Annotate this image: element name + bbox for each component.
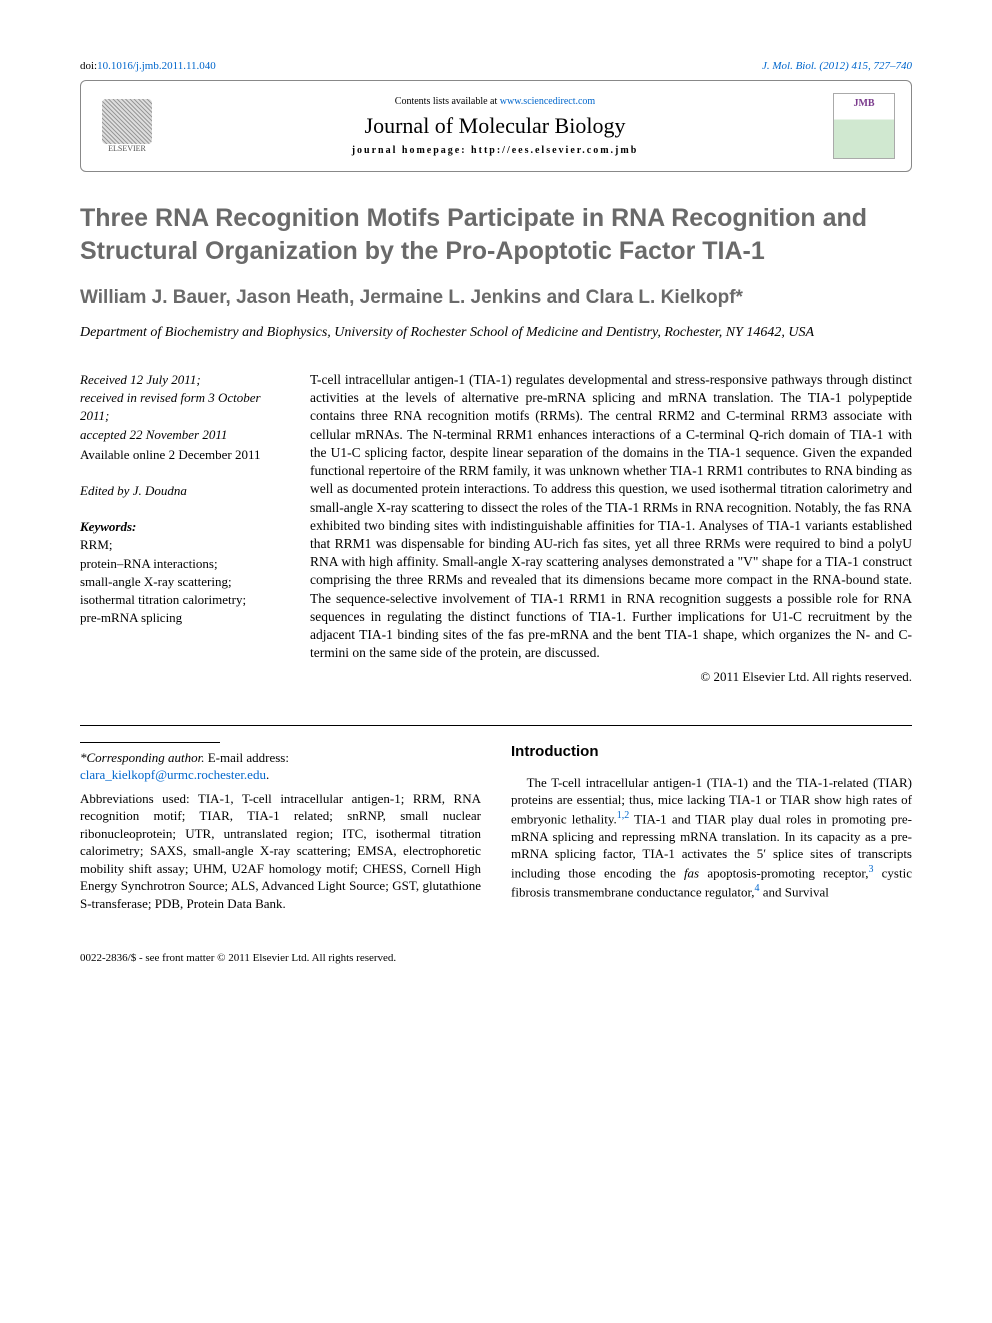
intro-sentence-5: and Survival bbox=[760, 884, 829, 899]
email-label: E-mail address: bbox=[208, 750, 289, 765]
abbreviations-text: TIA-1, T-cell intracellular antigen-1; R… bbox=[80, 791, 481, 911]
copyright-line: © 2011 Elsevier Ltd. All rights reserved… bbox=[80, 669, 912, 685]
journal-reference[interactable]: J. Mol. Biol. (2012) 415, 727–740 bbox=[762, 60, 912, 72]
author-list: William J. Bauer, Jason Heath, Jermaine … bbox=[80, 287, 912, 309]
abstract-text: T-cell intracellular antigen-1 (TIA-1) r… bbox=[310, 371, 912, 663]
page-footer: 0022-2836/$ - see front matter © 2011 El… bbox=[80, 952, 912, 964]
journal-header-box: ELSEVIER Contents lists available at www… bbox=[80, 80, 912, 172]
jmb-label: JMB bbox=[853, 98, 874, 109]
fas-italic: fas bbox=[684, 865, 699, 880]
keywords-list: RRM; protein–RNA interactions; small-ang… bbox=[80, 536, 280, 627]
header-center: Contents lists available at www.scienced… bbox=[177, 96, 813, 156]
introduction-paragraph: The T-cell intracellular antigen-1 (TIA-… bbox=[511, 774, 912, 901]
elsevier-logo: ELSEVIER bbox=[97, 96, 157, 156]
abbreviations-note: Abbreviations used: TIA-1, T-cell intrac… bbox=[80, 790, 481, 913]
date-accepted: accepted 22 November 2011 bbox=[80, 426, 280, 444]
right-column: Introduction The T-cell intracellular an… bbox=[511, 742, 912, 913]
meta-and-abstract: Received 12 July 2011; received in revis… bbox=[80, 371, 912, 663]
doi-link[interactable]: 10.1016/j.jmb.2011.11.040 bbox=[97, 60, 216, 72]
journal-homepage: journal homepage: http://ees.elsevier.co… bbox=[177, 145, 813, 156]
keywords-heading: Keywords: bbox=[80, 518, 280, 536]
article-title: Three RNA Recognition Motifs Participate… bbox=[80, 202, 912, 267]
journal-name: Journal of Molecular Biology bbox=[177, 113, 813, 139]
citation-ref-1-2[interactable]: 1,2 bbox=[617, 810, 630, 821]
affiliation: Department of Biochemistry and Biophysic… bbox=[80, 325, 912, 341]
left-column: *Corresponding author. E-mail address: c… bbox=[80, 742, 481, 913]
contents-available: Contents lists available at www.scienced… bbox=[177, 96, 813, 107]
intro-sentence-3: apoptosis-promoting receptor, bbox=[699, 865, 868, 880]
jmb-cover-thumbnail: JMB bbox=[833, 93, 895, 159]
top-header-line: doi:10.1016/j.jmb.2011.11.040 J. Mol. Bi… bbox=[80, 60, 912, 72]
two-column-body: *Corresponding author. E-mail address: c… bbox=[80, 742, 912, 913]
footnote-rule bbox=[80, 742, 220, 743]
corresponding-label: *Corresponding author. bbox=[80, 750, 204, 765]
section-divider bbox=[80, 725, 912, 726]
elsevier-tree-icon bbox=[102, 99, 152, 144]
date-revised: received in revised form 3 October 2011; bbox=[80, 389, 280, 425]
corresponding-email-link[interactable]: clara_kielkopf@urmc.rochester.edu bbox=[80, 767, 266, 782]
doi-prefix: doi: bbox=[80, 60, 97, 72]
sciencedirect-link[interactable]: www.sciencedirect.com bbox=[500, 96, 595, 107]
edited-by: Edited by J. Doudna bbox=[80, 482, 280, 500]
article-meta-column: Received 12 July 2011; received in revis… bbox=[80, 371, 280, 663]
introduction-heading: Introduction bbox=[511, 742, 912, 762]
date-online: Available online 2 December 2011 bbox=[80, 446, 280, 464]
date-received: Received 12 July 2011; bbox=[80, 371, 280, 389]
article-page: doi:10.1016/j.jmb.2011.11.040 J. Mol. Bi… bbox=[0, 0, 992, 1004]
elsevier-label: ELSEVIER bbox=[108, 144, 146, 153]
contents-prefix: Contents lists available at bbox=[395, 96, 500, 107]
doi: doi:10.1016/j.jmb.2011.11.040 bbox=[80, 60, 216, 72]
corresponding-author-note: *Corresponding author. E-mail address: c… bbox=[80, 749, 481, 784]
abbreviations-label: Abbreviations used: bbox=[80, 791, 190, 806]
